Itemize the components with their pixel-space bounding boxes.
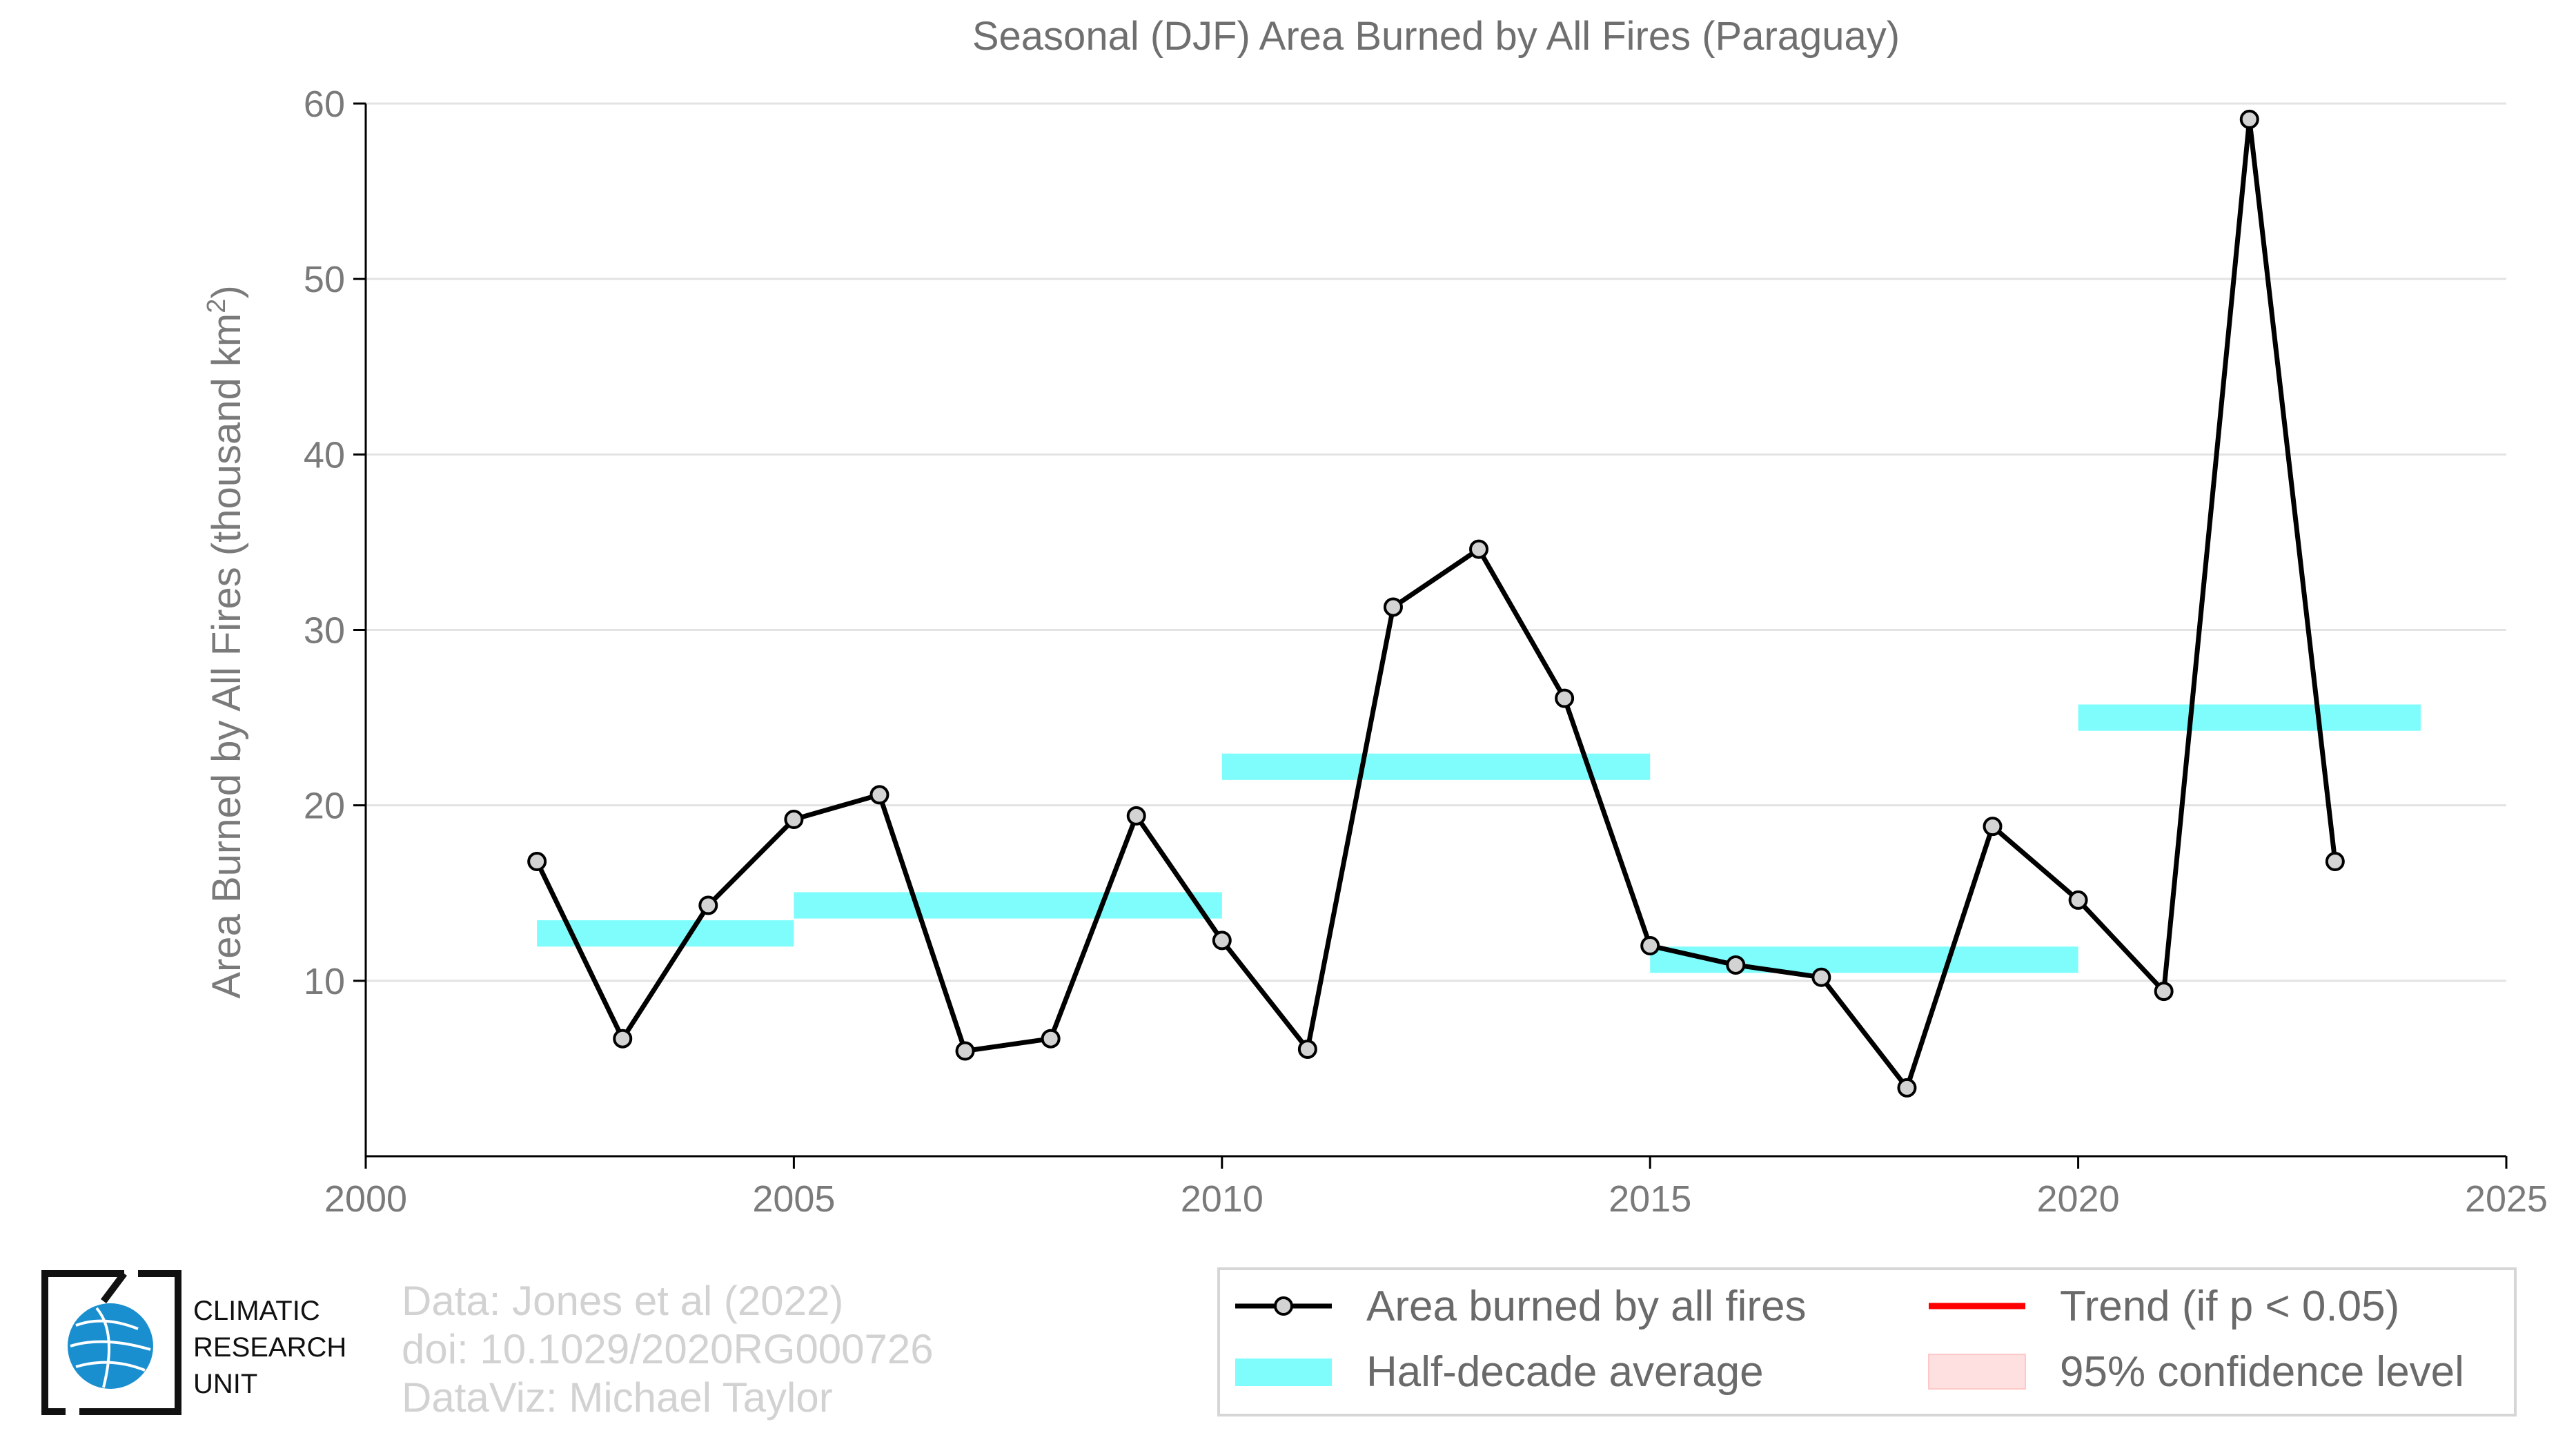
data-point-2016 (1726, 955, 1746, 975)
y-tick-label-10: 10 (304, 961, 345, 1002)
y-tick-label-20: 20 (304, 786, 345, 827)
globe-icon (68, 1303, 153, 1389)
y-axis-label-main: Area Burned by All Fires (thousand km (204, 313, 249, 999)
series-area-burned (527, 109, 2345, 1098)
y-axis-ticks: 10 20 30 40 50 60 (304, 84, 366, 1002)
legend-label-trend: Trend (if p < 0.05) (2060, 1283, 2399, 1330)
x-tick-label-2000: 2000 (324, 1178, 407, 1220)
data-point-2019 (1983, 817, 2003, 837)
legend-label-half-decade: Half-decade average (1366, 1348, 1764, 1396)
data-point-2018 (1897, 1078, 1917, 1098)
data-point-2020 (2068, 890, 2088, 910)
y-axis-label-close: ) (204, 285, 249, 298)
half-decade-band-2 (794, 892, 1222, 919)
x-tick-label-2005: 2005 (752, 1178, 835, 1220)
half-decade-band-1 (537, 920, 794, 947)
cru-logo: CLIMATIC RESEARCH UNIT (41, 1270, 346, 1415)
data-point-2023 (2325, 852, 2345, 871)
data-point-2011 (1297, 1039, 1317, 1059)
half-decade-band-5 (2078, 704, 2421, 731)
legend-label-ci: 95% confidence level (2060, 1348, 2464, 1396)
y-tick-label-60: 60 (304, 84, 345, 125)
data-point-2012 (1383, 597, 1403, 617)
legend-ci-swatch (1928, 1354, 2026, 1390)
logo-bracket-left (41, 1270, 124, 1415)
legend-label-area-burned: Area burned by all fires (1366, 1283, 1807, 1330)
y-tick-label-30: 30 (304, 610, 345, 652)
data-point-2003 (613, 1029, 633, 1049)
data-point-2002 (527, 852, 547, 871)
credit-dataviz: DataViz: Michael Taylor (402, 1374, 833, 1421)
data-point-2004 (698, 895, 718, 915)
y-tick-label-50: 50 (304, 259, 345, 300)
logo-line-1: CLIMATIC (193, 1296, 320, 1326)
x-tick-label-2015: 2015 (1609, 1178, 1691, 1220)
legend: Area burned by all fires Trend (if p < 0… (1217, 1267, 2517, 1416)
logo-slash (101, 1272, 127, 1303)
data-point-2017 (1811, 967, 1831, 987)
credit-doi: doi: 10.1029/2020RG000726 (402, 1326, 934, 1372)
y-axis-label: Area Burned by All Fires (thousand km2) (202, 285, 249, 998)
data-point-2006 (869, 785, 889, 805)
logo-bracket-right (79, 1270, 181, 1415)
grid-lines (366, 102, 2506, 982)
credit-data-source: Data: Jones et al (2022) (402, 1278, 843, 1324)
x-tick-label-2020: 2020 (2037, 1178, 2120, 1220)
series-line (535, 117, 2338, 1091)
data-point-2021 (2154, 982, 2174, 1002)
data-point-2007 (955, 1041, 975, 1061)
x-tick-label-2010: 2010 (1181, 1178, 1264, 1220)
logo-line-3: UNIT (193, 1369, 257, 1399)
legend-marker-swatch (1274, 1296, 1293, 1316)
data-point-2010 (1212, 931, 1232, 951)
data-point-2013 (1469, 539, 1489, 559)
data-point-2005 (784, 810, 804, 829)
half-decade-bands (537, 704, 2421, 973)
half-decade-band-3 (1221, 753, 1651, 780)
chart-title: Seasonal (DJF) Area Burned by All Fires … (972, 14, 1900, 59)
y-tick-label-40: 40 (304, 434, 345, 476)
x-axis-ticks: 2000 2005 2010 2015 2020 2025 (324, 1156, 2548, 1220)
logo-line-2: RESEARCH (193, 1332, 346, 1363)
x-tick-label-2025: 2025 (2465, 1178, 2548, 1220)
legend-band-swatch (1235, 1359, 1332, 1386)
data-point-2014 (1555, 688, 1575, 708)
data-point-2022 (2239, 109, 2259, 129)
y-axis-label-sup: 2 (202, 299, 231, 313)
legend-frame (1217, 1267, 2517, 1416)
data-point-2008 (1041, 1029, 1061, 1049)
credits: Data: Jones et al (2022) doi: 10.1029/20… (402, 1278, 934, 1421)
data-point-2015 (1640, 936, 1660, 955)
data-point-2009 (1126, 806, 1146, 826)
